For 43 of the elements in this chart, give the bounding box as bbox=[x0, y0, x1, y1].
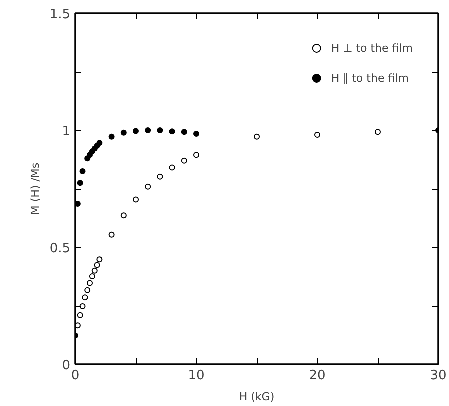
point bbox=[157, 174, 164, 180]
point bbox=[96, 256, 103, 263]
point bbox=[82, 294, 88, 301]
point bbox=[120, 130, 127, 136]
y-tick-label: 0 bbox=[62, 358, 71, 374]
point bbox=[120, 212, 127, 219]
x-tick-label: 20 bbox=[309, 368, 326, 384]
y-tick-label: 1.5 bbox=[50, 8, 71, 22]
point bbox=[314, 132, 320, 138]
legend-label: H ∥ to the film bbox=[331, 72, 409, 84]
x-tick-label: 30 bbox=[430, 368, 447, 384]
point bbox=[84, 287, 91, 294]
point bbox=[145, 184, 152, 190]
legend-label: H ⊥ to the film bbox=[331, 42, 413, 54]
point bbox=[80, 168, 86, 174]
point bbox=[133, 196, 139, 203]
point bbox=[181, 158, 188, 164]
point bbox=[87, 280, 94, 286]
point bbox=[89, 274, 96, 280]
point bbox=[77, 180, 84, 186]
x-axis-title: H (kG) bbox=[239, 390, 275, 404]
point bbox=[80, 303, 86, 310]
point bbox=[108, 134, 115, 140]
point bbox=[77, 312, 84, 318]
point bbox=[108, 232, 115, 238]
point bbox=[169, 128, 176, 135]
point bbox=[145, 128, 152, 134]
y-tick-label: 1 bbox=[62, 124, 71, 140]
point bbox=[133, 128, 139, 134]
point bbox=[96, 140, 103, 146]
point bbox=[194, 131, 200, 138]
point bbox=[169, 164, 176, 171]
point bbox=[94, 262, 100, 268]
point bbox=[181, 129, 188, 136]
point bbox=[76, 200, 81, 207]
x-tick-label: 10 bbox=[188, 368, 205, 384]
point bbox=[375, 129, 381, 136]
y-tick-label: 0.5 bbox=[50, 242, 71, 256]
point bbox=[194, 152, 200, 158]
point bbox=[157, 128, 164, 134]
point bbox=[92, 268, 98, 274]
y-axis-title: M (H) /Ms bbox=[28, 162, 42, 216]
point bbox=[254, 134, 260, 140]
